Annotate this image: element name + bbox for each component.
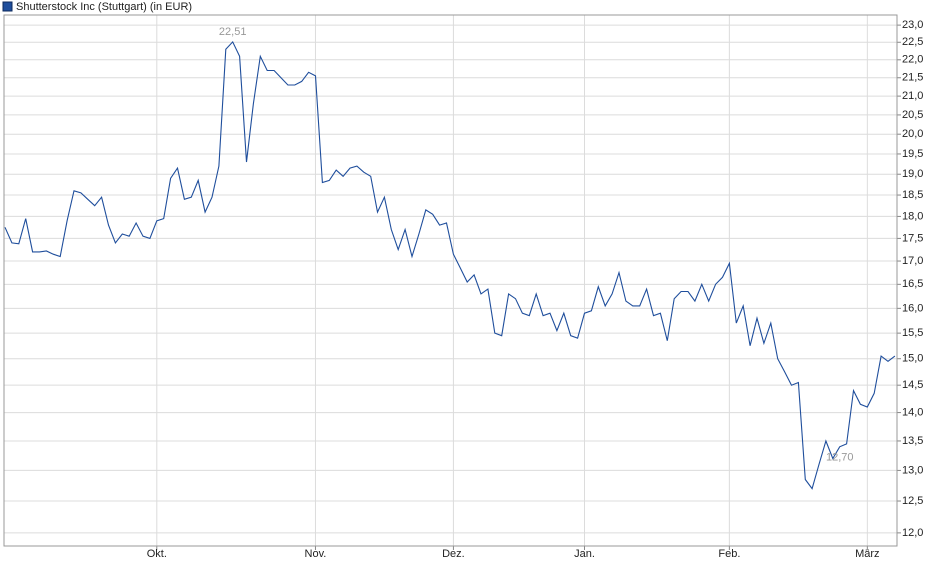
y-tick-label: 15,5 [902,327,923,339]
x-tick-label: Nov. [305,548,327,560]
x-tick-label: Okt. [147,548,167,560]
y-tick-label: 15,0 [902,353,923,365]
y-tick-label: 23,0 [902,19,923,31]
y-tick-label: 20,0 [902,128,923,140]
annotation: 22,51 [219,26,247,38]
x-tick-label: März [855,548,879,560]
y-tick-label: 20,5 [902,109,923,121]
y-tick-label: 18,0 [902,210,923,222]
y-tick-label: 18,5 [902,189,923,201]
y-tick-label: 12,5 [902,495,923,507]
x-tick-label: Jan. [574,548,595,560]
annotation: 12,70 [826,452,854,464]
y-tick-label: 21,0 [902,90,923,102]
y-tick-label: 13,0 [902,464,923,476]
legend-label: Shutterstock Inc (Stuttgart) (in EUR) [16,1,192,13]
plot-frame [3,14,898,547]
y-tick-label: 13,5 [902,435,923,447]
y-tick-label: 22,0 [902,54,923,66]
legend-swatch [2,1,13,12]
y-tick-label: 19,5 [902,148,923,160]
price-line [4,40,896,490]
y-tick-label: 16,0 [902,302,923,314]
y-tick-label: 14,5 [902,379,923,391]
y-tick-label: 19,0 [902,168,923,180]
y-tick-label: 12,0 [902,527,923,539]
y-tick-label: 14,0 [902,406,923,418]
y-tick-label: 22,5 [902,36,923,48]
y-tick-label: 17,0 [902,255,923,267]
y-tick-label: 21,5 [902,72,923,84]
x-tick-label: Feb. [718,548,740,560]
x-tick-label: Dez. [442,548,465,560]
y-tick-label: 17,5 [902,232,923,244]
y-tick-label: 16,5 [902,278,923,290]
